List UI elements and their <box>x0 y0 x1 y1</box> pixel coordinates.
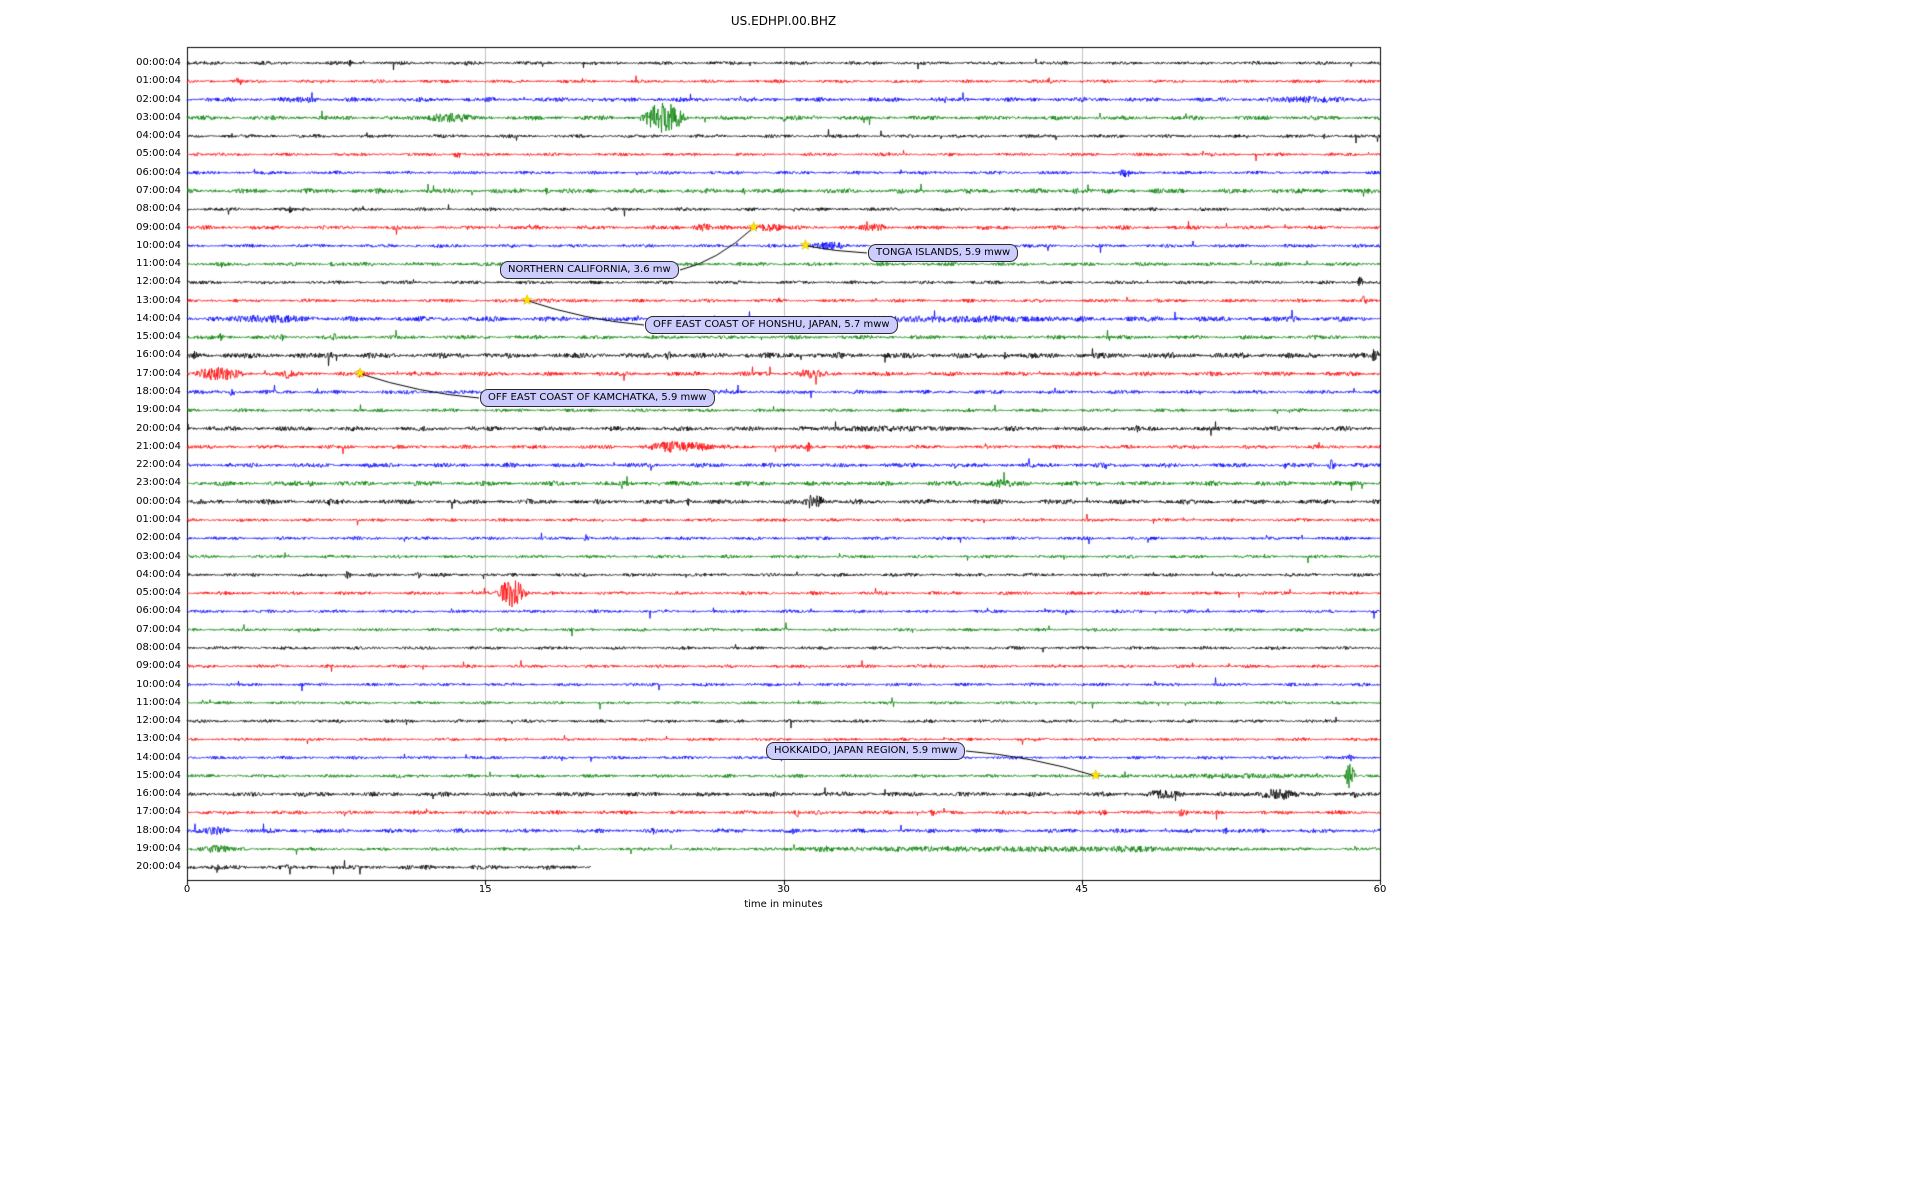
trace-time-label: 04:00:04 <box>136 568 181 580</box>
event-star-icon: ★ <box>747 219 760 236</box>
event-star-icon: ★ <box>353 365 367 382</box>
trace-time-label: 02:00:04 <box>136 93 181 105</box>
trace-time-label: 23:00:04 <box>136 477 181 489</box>
trace-time-label: 17:00:04 <box>136 367 181 379</box>
trace-time-label: 13:00:04 <box>136 733 181 745</box>
event-annotation: HOKKAIDO, JAPAN REGION, 5.9 mww <box>766 742 966 760</box>
trace-time-label: 08:00:04 <box>136 641 181 653</box>
trace-time-label: 03:00:04 <box>136 550 181 562</box>
x-tick-label: 60 <box>1373 884 1387 895</box>
event-annotation: OFF EAST COAST OF KAMCHATKA, 5.9 mww <box>480 389 715 407</box>
trace-time-label: 09:00:04 <box>136 221 181 233</box>
trace-time-label: 19:00:04 <box>136 843 181 855</box>
x-tick-label: 15 <box>478 884 492 895</box>
trace-time-label: 16:00:04 <box>136 788 181 800</box>
trace-time-label: 06:00:04 <box>136 605 181 617</box>
trace-time-label: 10:00:04 <box>136 678 181 690</box>
trace-time-label: 14:00:04 <box>136 312 181 324</box>
x-tick-label: 45 <box>1075 884 1089 895</box>
x-tick-label: 0 <box>183 884 191 895</box>
trace-time-label: 05:00:04 <box>136 587 181 599</box>
trace-time-label: 15:00:04 <box>136 769 181 781</box>
trace-time-label: 15:00:04 <box>136 331 181 343</box>
trace-time-label: 12:00:04 <box>136 276 181 288</box>
event-star-icon: ★ <box>520 292 534 309</box>
trace-time-label: 00:00:04 <box>136 57 181 68</box>
trace-time-label: 21:00:04 <box>136 440 181 452</box>
x-tick-label: 30 <box>777 884 790 895</box>
trace-time-label: 16:00:04 <box>136 349 181 361</box>
x-axis-label: time in minutes <box>744 899 823 910</box>
trace-time-label: 20:00:04 <box>136 861 181 873</box>
event-star-icon: ★ <box>799 237 812 254</box>
event-annotation: TONGA ISLANDS, 5.9 mww <box>868 244 1019 262</box>
trace-time-label: 18:00:04 <box>136 386 181 398</box>
trace-time-label: 18:00:04 <box>136 824 181 836</box>
trace-time-label: 22:00:04 <box>136 459 181 471</box>
event-annotation: OFF EAST COAST OF HONSHU, JAPAN, 5.7 mww <box>645 316 898 334</box>
trace-time-label: 01:00:04 <box>136 75 181 87</box>
trace-time-label: 07:00:04 <box>136 623 181 635</box>
trace-time-label: 11:00:04 <box>136 258 181 270</box>
trace-time-label: 17:00:04 <box>136 806 181 818</box>
trace-time-label: 10:00:04 <box>136 239 181 251</box>
trace-time-label: 03:00:04 <box>136 111 181 123</box>
trace-time-label: 19:00:04 <box>136 404 181 416</box>
trace-time-label: 09:00:04 <box>136 660 181 672</box>
trace-time-label: 06:00:04 <box>136 166 181 178</box>
trace-time-label: 14:00:04 <box>136 751 181 763</box>
trace-time-label: 05:00:04 <box>136 148 181 160</box>
trace-time-label: 12:00:04 <box>136 715 181 727</box>
trace-time-label: 02:00:04 <box>136 532 181 544</box>
trace-time-label: 00:00:04 <box>136 495 181 507</box>
trace-time-label: 04:00:04 <box>136 130 181 142</box>
trace-time-label: 20:00:04 <box>136 422 181 434</box>
chart-title: US.EDHPI.00.BHZ <box>730 14 837 28</box>
trace-time-label: 13:00:04 <box>136 294 181 306</box>
trace-time-label: 11:00:04 <box>136 696 181 708</box>
event-star-icon: ★ <box>1089 767 1102 784</box>
event-annotation: NORTHERN CALIFORNIA, 3.6 mw <box>500 261 679 279</box>
trace-time-label: 07:00:04 <box>136 184 181 196</box>
trace-time-label: 01:00:04 <box>136 514 181 525</box>
trace-time-label: 08:00:04 <box>136 203 181 215</box>
